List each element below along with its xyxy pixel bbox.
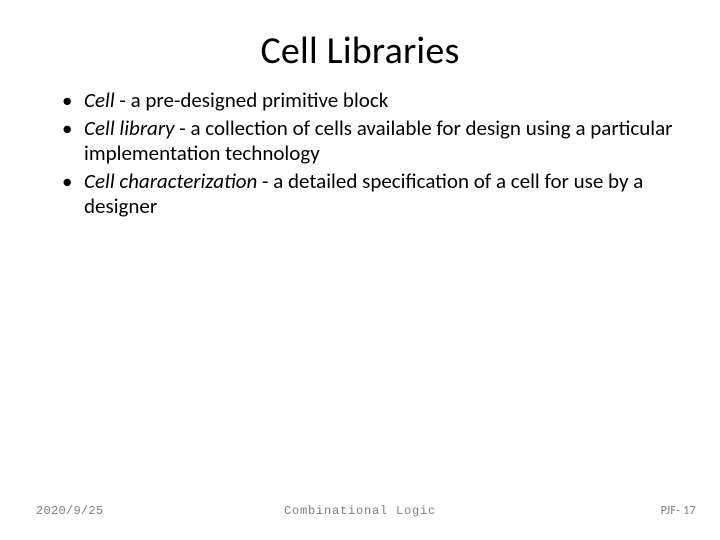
- term: Cell characterization: [84, 168, 257, 194]
- term: Cell library: [84, 115, 175, 141]
- slide-title: Cell Libraries: [40, 28, 680, 74]
- list-item: Cell - a pre-designed primitive block: [68, 88, 680, 114]
- slide-footer: 2020/9/25 Combinational Logic PJF- 17: [0, 504, 720, 518]
- definition: - a pre-designed primitive block: [115, 87, 389, 113]
- list-item: Cell library - a collection of cells ava…: [68, 116, 680, 167]
- footer-center: Combinational Logic: [284, 504, 436, 518]
- footer-page: PJF- 17: [661, 504, 696, 518]
- footer-date: 2020/9/25: [36, 504, 104, 518]
- list-item: Cell characterization - a detailed speci…: [68, 169, 680, 220]
- slide: Cell Libraries Cell - a pre-designed pri…: [0, 0, 720, 540]
- term: Cell: [84, 87, 115, 113]
- bullet-list: Cell - a pre-designed primitive block Ce…: [40, 88, 680, 220]
